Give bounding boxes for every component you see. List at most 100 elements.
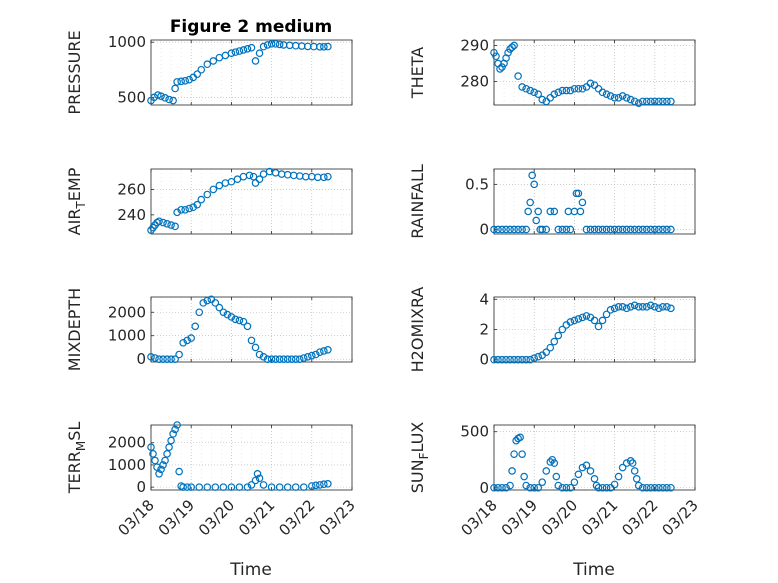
data-point <box>504 48 512 57</box>
data-point <box>510 41 518 50</box>
data-point <box>259 481 268 489</box>
data-point <box>534 483 543 492</box>
y-tick-label: 1000 <box>108 456 146 474</box>
data-point <box>598 88 607 97</box>
data-point <box>287 355 296 363</box>
data-point <box>530 483 539 492</box>
data-point <box>283 483 292 491</box>
x-tick-label: 03/19 <box>155 496 198 539</box>
y-axis-label: MIXDEPTH <box>65 288 84 371</box>
data-point <box>550 207 559 216</box>
data-point <box>227 49 236 58</box>
data-point <box>195 308 204 317</box>
data-point <box>538 95 547 104</box>
x-axis-label-right: Time <box>572 560 615 580</box>
data-point <box>299 483 308 491</box>
y-tick-label: 0.5 <box>465 175 489 193</box>
data-point <box>498 355 506 364</box>
y-tick-label: 0 <box>136 350 146 368</box>
data-point <box>163 220 171 228</box>
data-point <box>490 483 498 492</box>
data-point <box>167 436 175 445</box>
data-point <box>506 355 514 364</box>
data-point <box>285 41 294 50</box>
data-point <box>570 84 579 93</box>
data-point <box>157 465 165 474</box>
data-point <box>610 304 619 313</box>
data-point <box>163 355 171 363</box>
data-point <box>502 355 510 364</box>
figure-title: Figure 2 medium <box>170 17 332 37</box>
data-point <box>295 355 304 363</box>
data-point <box>514 355 522 364</box>
subplot-sun_flux: 0 500 SUNFLUX 03/1803/1903/2003/2103/2203/2… <box>408 422 702 540</box>
data-point <box>562 483 571 492</box>
data-point <box>606 92 615 100</box>
axes-box <box>150 424 353 491</box>
data-point <box>578 463 587 472</box>
data-point <box>646 97 655 106</box>
data-point <box>490 225 498 234</box>
data-point <box>155 470 163 478</box>
data-point <box>638 225 647 234</box>
x-tick-label: 03/18 <box>458 496 501 539</box>
data-point <box>223 310 232 319</box>
data-point <box>590 474 599 483</box>
data-point <box>255 175 264 183</box>
data-point <box>193 70 202 78</box>
data-point <box>634 303 643 311</box>
data-point <box>181 205 189 214</box>
data-point <box>149 450 157 458</box>
data-point <box>165 95 173 104</box>
data-point <box>490 48 498 57</box>
data-point <box>510 450 518 458</box>
data-point <box>243 483 252 491</box>
data-point <box>610 480 619 489</box>
data-point <box>528 171 536 180</box>
x-tick-label: 03/23 <box>659 496 702 539</box>
data-point <box>628 459 637 467</box>
data-point <box>255 350 264 359</box>
x-tick-label: 03/20 <box>195 496 238 539</box>
data-point <box>211 299 220 307</box>
data-point <box>582 461 591 470</box>
data-point <box>320 347 328 355</box>
data-point <box>642 97 651 106</box>
data-point <box>157 92 165 100</box>
data-point <box>235 47 244 55</box>
data-point <box>510 355 518 364</box>
data-point <box>558 325 567 334</box>
data-point <box>221 179 230 187</box>
data-point <box>320 480 328 489</box>
data-point <box>530 354 539 363</box>
data-point <box>534 207 543 216</box>
data-point <box>546 458 555 466</box>
data-point <box>574 470 583 479</box>
data-point <box>667 483 675 492</box>
y-axis-label-tail: EMP <box>65 167 84 201</box>
y-axis-label-subscript: M <box>74 441 88 451</box>
data-point <box>514 72 522 80</box>
data-point <box>659 97 667 106</box>
data-point <box>542 225 551 234</box>
data-point <box>508 467 516 475</box>
data-point <box>642 303 651 311</box>
data-point <box>227 313 236 321</box>
y-axis-label-main: SUN <box>408 459 427 493</box>
data-point <box>562 86 571 95</box>
data-point <box>650 303 659 311</box>
data-point <box>516 433 524 442</box>
data-point <box>255 474 264 483</box>
data-point <box>558 86 567 95</box>
data-point <box>526 483 534 492</box>
data-point <box>163 450 171 458</box>
data-point <box>534 352 543 361</box>
data-point <box>566 483 575 492</box>
data-point <box>594 322 603 331</box>
data-point <box>233 175 242 183</box>
data-point <box>558 225 567 234</box>
data-point <box>538 478 547 486</box>
data-point <box>524 207 532 216</box>
subplot-theta: 280 290 THETA <box>408 36 696 107</box>
data-point <box>299 354 308 362</box>
